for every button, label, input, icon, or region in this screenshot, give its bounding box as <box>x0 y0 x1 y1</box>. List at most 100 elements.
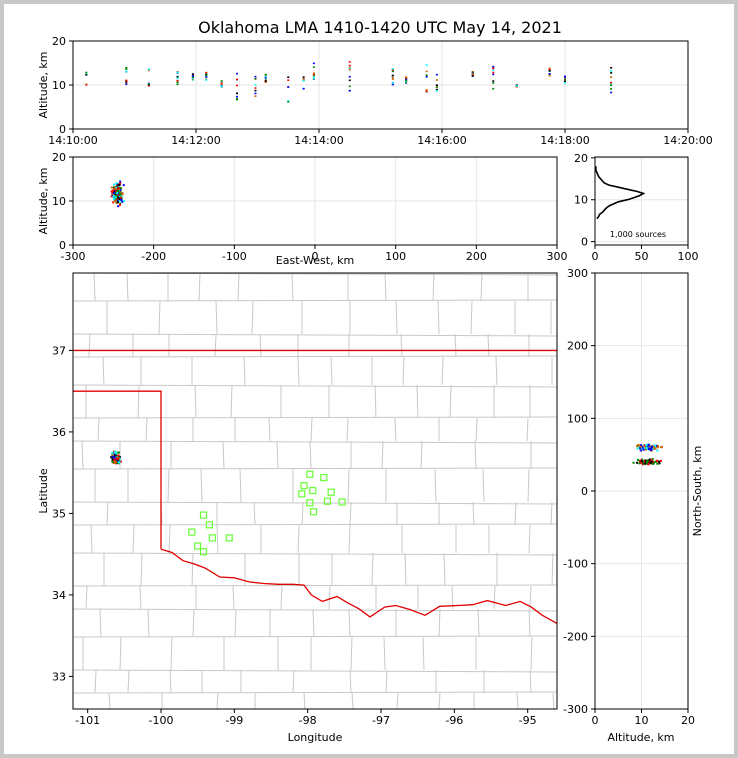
county-line <box>72 635 558 638</box>
source-point <box>302 76 305 78</box>
source-point <box>117 187 120 190</box>
county-line <box>385 669 388 694</box>
county-line <box>216 692 219 710</box>
x-tick-label: -300 <box>61 250 86 263</box>
source-point <box>647 447 650 450</box>
source-point <box>125 66 128 69</box>
county-line <box>348 608 351 638</box>
county-line <box>102 356 105 386</box>
source-point <box>118 197 121 200</box>
source-point <box>564 76 566 78</box>
source-point <box>125 83 128 86</box>
source-point <box>391 83 394 86</box>
source-point <box>287 76 290 78</box>
source-point <box>610 84 613 86</box>
county-line <box>550 501 553 526</box>
source-point <box>113 192 116 195</box>
county-line <box>493 585 496 610</box>
source-point <box>113 183 116 186</box>
source-point <box>425 76 428 78</box>
x-tick-label: 14:10:00 <box>48 134 97 147</box>
source-point <box>492 65 495 68</box>
x-tick-label: 14:16:00 <box>417 134 466 147</box>
x-axis-label: Altitude, km <box>607 731 674 744</box>
source-point <box>654 460 657 463</box>
county-line <box>72 416 558 419</box>
source-point <box>205 71 208 74</box>
lma-station-marker <box>300 482 308 490</box>
y-tick-label: -300 <box>563 703 588 716</box>
county-line <box>214 333 217 358</box>
y-tick-label: 20 <box>52 151 66 164</box>
y-tick-label: 0 <box>59 239 66 252</box>
source-point <box>147 69 150 72</box>
lma-station-marker <box>338 498 346 506</box>
source-point <box>639 445 642 448</box>
source-point <box>147 84 150 87</box>
x-tick-label: 50 <box>635 250 649 263</box>
source-point <box>645 444 648 447</box>
source-point <box>125 70 128 73</box>
source-point <box>118 183 121 186</box>
source-point <box>110 195 113 198</box>
lma-station-marker <box>320 473 328 482</box>
source-point <box>652 461 655 464</box>
county-line <box>384 272 387 302</box>
county-line <box>487 333 490 358</box>
y-tick-label: 20 <box>574 152 588 165</box>
county-line <box>328 585 331 610</box>
source-point <box>121 193 124 196</box>
lma-station-marker <box>306 499 314 507</box>
source-point <box>176 75 179 78</box>
source-point <box>220 83 223 85</box>
county-line <box>347 468 350 503</box>
source-point <box>564 80 566 83</box>
county-line <box>480 272 483 302</box>
source-point <box>125 68 128 70</box>
county-line <box>72 523 558 526</box>
county-line <box>126 272 129 302</box>
county-line <box>72 584 558 587</box>
county-line <box>437 300 440 335</box>
source-point <box>264 73 267 76</box>
county-line <box>93 272 96 302</box>
source-point <box>391 68 394 70</box>
county-line <box>351 692 354 710</box>
source-point <box>548 72 551 75</box>
source-point <box>636 458 639 461</box>
source-point <box>125 79 128 82</box>
source-point <box>115 459 118 462</box>
source-point <box>391 78 394 80</box>
x-tick-label: 20 <box>681 714 695 727</box>
source-count-annotation: 1,000 sources <box>610 230 666 239</box>
source-point <box>643 446 646 449</box>
source-point <box>405 79 408 82</box>
x-tick-label: 100 <box>385 250 406 263</box>
source-point <box>113 458 116 461</box>
source-point <box>191 78 194 81</box>
source-point <box>348 79 351 82</box>
county-line <box>168 524 171 554</box>
source-point <box>236 78 238 81</box>
county-line <box>239 468 242 503</box>
source-point <box>118 458 121 462</box>
source-point <box>115 199 118 202</box>
x-tick-label: -200 <box>141 250 166 263</box>
source-point <box>348 64 351 67</box>
source-point <box>610 72 613 74</box>
histogram-line <box>595 166 646 220</box>
source-point <box>652 447 655 450</box>
source-point <box>254 92 257 95</box>
source-point <box>645 447 648 450</box>
source-point <box>287 101 290 103</box>
source-point <box>114 452 117 455</box>
red-river-border <box>160 548 558 624</box>
county-line <box>416 384 419 419</box>
county-line <box>438 692 441 710</box>
y-tick-label: 10 <box>52 195 66 208</box>
source-point <box>115 182 118 185</box>
county-line <box>312 608 315 638</box>
source-point <box>657 445 660 448</box>
county-line <box>349 501 352 526</box>
source-point <box>120 198 123 201</box>
